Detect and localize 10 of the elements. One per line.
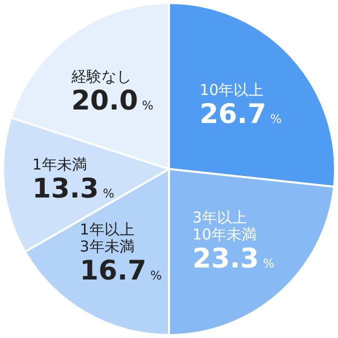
data-label: 13.3% — [32, 173, 114, 204]
slice-label: 1年以上 3年未満 — [80, 220, 134, 256]
data-label: 23.3% — [192, 244, 274, 275]
slice-label: 経験なし — [70, 68, 132, 86]
slice-label: 10年以上 — [200, 81, 264, 100]
data-label: 26.7% — [200, 99, 282, 130]
slice-label: 3年以上 10年未満 — [192, 208, 256, 244]
data-label: 20.0% — [71, 86, 154, 117]
data-label: 16.7% — [80, 255, 162, 286]
slice-label: 1年未満 — [32, 155, 87, 174]
